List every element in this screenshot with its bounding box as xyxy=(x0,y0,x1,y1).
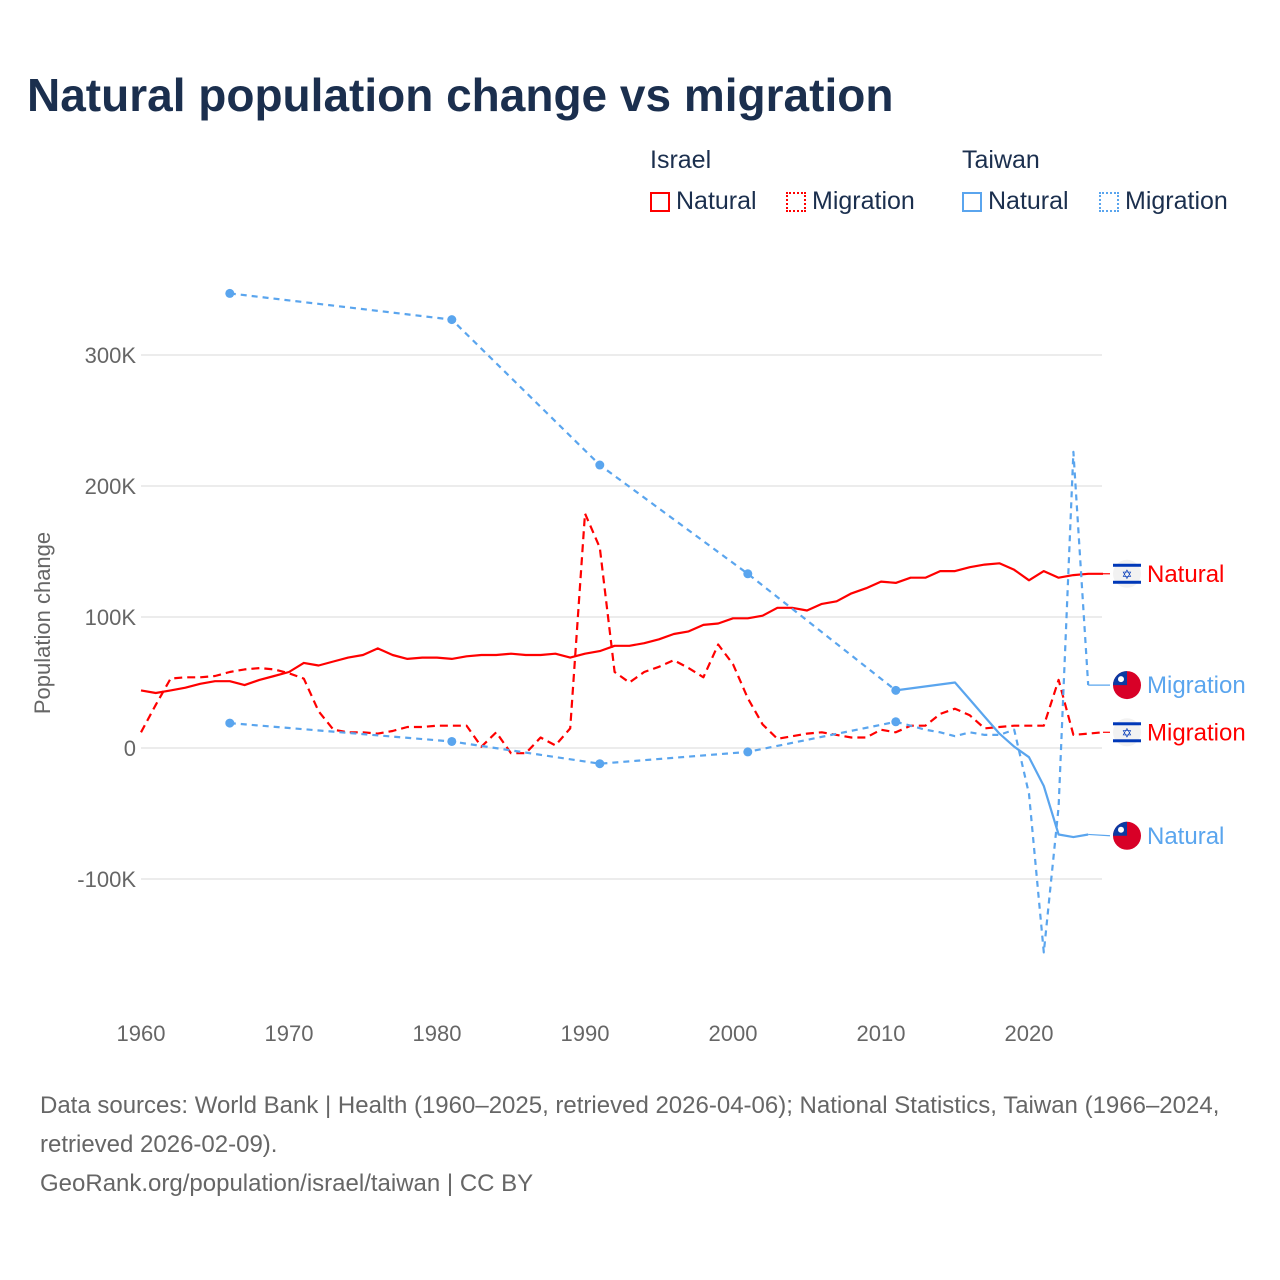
star-of-david-icon: ✡ xyxy=(1122,725,1133,740)
x-tick-label: 2020 xyxy=(1005,1021,1054,1046)
y-tick-label: -100K xyxy=(77,867,136,892)
series-end-label: Migration xyxy=(1147,672,1246,699)
star-of-david-icon: ✡ xyxy=(1122,567,1133,582)
chart-title: Natural population change vs migration xyxy=(27,69,894,121)
legend-israel-migration[interactable]: Migration xyxy=(786,187,915,216)
data-point xyxy=(891,717,901,727)
series-end-label: Migration xyxy=(1147,719,1246,746)
series-line-taiwan-natural xyxy=(895,681,1089,839)
data-point xyxy=(225,718,235,728)
series-line-israel-natural xyxy=(140,562,1103,695)
legend-label: Natural xyxy=(676,187,757,215)
flag-stripe xyxy=(1113,580,1141,584)
data-point xyxy=(743,747,753,757)
flag-stripe xyxy=(1113,722,1141,726)
data-point xyxy=(447,736,457,746)
y-tick-label: 0 xyxy=(124,736,136,761)
legend-group-israel: Israel xyxy=(650,146,712,174)
x-tick-label: 1970 xyxy=(265,1021,314,1046)
series-gap-line-taiwan xyxy=(229,720,897,765)
legend-label: Migration xyxy=(1125,187,1228,215)
x-tick-label: 1980 xyxy=(413,1021,462,1046)
data-point xyxy=(595,460,605,470)
y-tick-label: 300K xyxy=(85,343,137,368)
legend-taiwan-natural[interactable]: Natural xyxy=(962,187,1069,216)
footer-sources: Data sources: World Bank | Health (1960–… xyxy=(40,1092,1220,1158)
y-tick-label: 200K xyxy=(85,474,137,499)
data-point xyxy=(743,569,753,579)
legend-group-taiwan: Taiwan xyxy=(962,146,1040,174)
sun-icon xyxy=(1118,676,1124,683)
y-tick-label: 100K xyxy=(85,605,137,630)
legend-label: Migration xyxy=(812,187,915,215)
flag-stripe xyxy=(1113,563,1141,567)
x-tick-label: 2010 xyxy=(857,1021,906,1046)
series-end-label: Natural xyxy=(1147,561,1224,588)
y-axis-label: Population change xyxy=(30,532,55,714)
data-point xyxy=(225,288,235,298)
legend-israel-natural[interactable]: Natural xyxy=(650,187,757,216)
series-line-israel-migration xyxy=(140,512,1104,755)
sun-icon xyxy=(1118,826,1124,833)
data-point xyxy=(595,759,605,769)
x-tick-label: 1960 xyxy=(117,1021,166,1046)
x-tick-label: 1990 xyxy=(561,1021,610,1046)
legend-taiwan-migration[interactable]: Migration xyxy=(1099,187,1228,216)
footer-credit: GeoRank.org/population/israel/taiwan | C… xyxy=(40,1170,534,1197)
data-point xyxy=(891,685,901,695)
flag-stripe xyxy=(1113,739,1141,743)
series-end-label: Natural xyxy=(1147,823,1224,850)
label-connector xyxy=(1088,833,1111,837)
data-point xyxy=(447,315,457,325)
series-gap-line-taiwan xyxy=(229,292,897,692)
x-tick-label: 2000 xyxy=(709,1021,758,1046)
series-line-taiwan-migration xyxy=(895,450,1090,954)
legend-label: Natural xyxy=(988,187,1069,215)
